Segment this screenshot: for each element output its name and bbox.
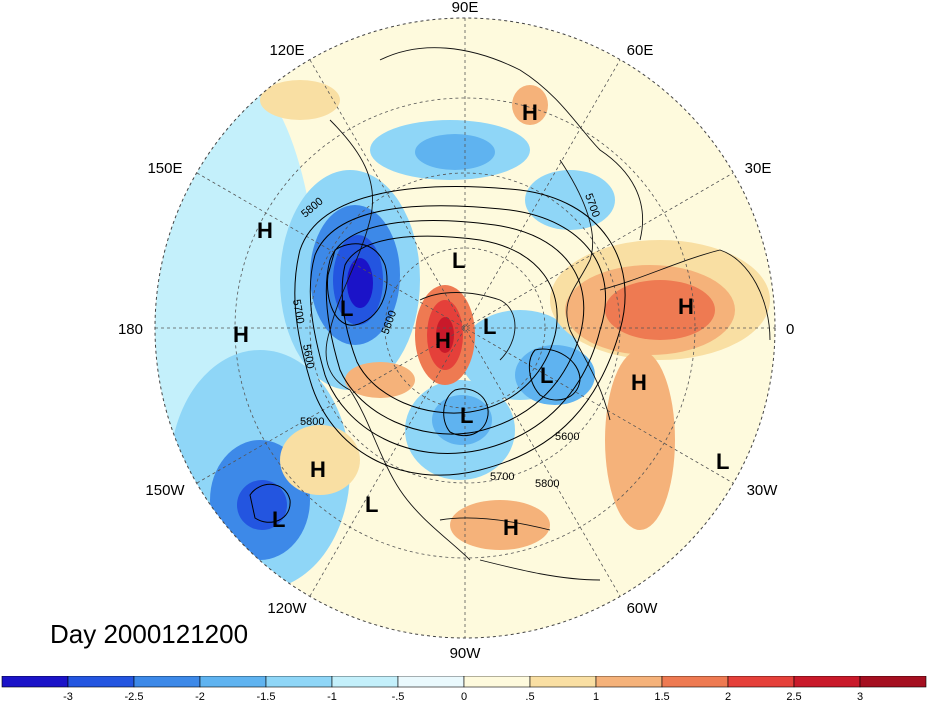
low-pressure-center: L xyxy=(483,314,496,339)
high-pressure-center: H xyxy=(631,370,647,395)
colorbar-box xyxy=(793,676,861,688)
contour-label: 5600 xyxy=(300,343,316,369)
contour-label: 5700 xyxy=(490,471,514,483)
low-pressure-center: L xyxy=(340,296,353,321)
colorbar-tick-label: 1.5 xyxy=(654,691,669,702)
high-pressure-center: H xyxy=(503,515,519,540)
colorbar-tick-label: -1 xyxy=(327,691,337,702)
colorbar-box xyxy=(595,676,663,688)
contour-label: 5800 xyxy=(535,478,559,490)
low-pressure-center: L xyxy=(272,507,285,532)
colorbar-box xyxy=(661,676,729,688)
high-pressure-center: H xyxy=(257,218,273,243)
contour-label: 5800 xyxy=(300,416,324,428)
height-contours xyxy=(249,186,626,523)
contour-label: 5700 xyxy=(290,298,306,324)
lon-label-150e: 150E xyxy=(147,160,182,177)
low-pressure-center: L xyxy=(365,492,378,517)
map-boundary xyxy=(154,17,776,639)
lon-label-180: 180 xyxy=(118,321,143,338)
lon-label-90e: 90E xyxy=(452,0,479,16)
low-pressure-center: L xyxy=(716,449,729,474)
high-pressure-center: H xyxy=(678,294,694,319)
colorbar-box xyxy=(199,676,267,688)
colorbar-tick-label: 1 xyxy=(593,691,599,702)
colorbar-tick-label: -1.5 xyxy=(257,691,276,702)
lon-label-30w: 30W xyxy=(747,482,779,499)
low-pressure-center: L xyxy=(452,248,465,273)
lon-label-120e: 120E xyxy=(269,42,304,59)
colorbar-box xyxy=(859,676,927,688)
pressure-centers: H H H L L H L L L H L L H H H L xyxy=(233,100,729,540)
colorbar-tick-label: 3 xyxy=(857,691,863,702)
day-label: Day 2000121200 xyxy=(50,619,249,649)
high-pressure-center: H xyxy=(233,322,249,347)
low-pressure-center: L xyxy=(460,403,473,428)
lon-label-120w: 120W xyxy=(267,600,307,617)
colorbar-box xyxy=(67,676,135,688)
colorbar-tick-label: 2 xyxy=(725,691,731,702)
low-pressure-center: L xyxy=(540,363,553,388)
contour-labels: 5800 5700 5600 5700 5600 5800 5600 5700 … xyxy=(290,192,602,490)
lon-label-90w: 90W xyxy=(450,645,482,662)
lon-label-60w: 60W xyxy=(627,600,659,617)
high-pressure-center: H xyxy=(435,328,451,353)
colorbar-ticks: -3 -2.5 -2 -1.5 -1 -.5 0 .5 1 1.5 2 2.5 3 xyxy=(63,691,863,702)
colorbar-tick-label: -2 xyxy=(195,691,205,702)
lon-label-150w: 150W xyxy=(145,482,185,499)
colorbar-box xyxy=(265,676,333,688)
longitude-labels: 90E 60E 30E 0 30W 60W 90W 120W 150W 180 … xyxy=(118,0,794,662)
lon-label-30e: 30E xyxy=(745,160,772,177)
polar-stereographic-map: 5800 5700 5600 5700 5600 5800 5600 5700 … xyxy=(118,0,794,662)
colorbar-box xyxy=(1,676,69,688)
colorbar-boxes xyxy=(1,676,927,688)
colorbar-box xyxy=(397,676,465,688)
lon-label-60e: 60E xyxy=(627,42,654,59)
coastlines xyxy=(325,47,771,581)
colorbar-box xyxy=(331,676,399,688)
lon-label-0: 0 xyxy=(786,321,794,338)
colorbar-box xyxy=(529,676,597,688)
high-pressure-center: H xyxy=(522,100,538,125)
colorbar-tick-label: -3 xyxy=(63,691,73,702)
colorbar-tick-label: .5 xyxy=(525,691,534,702)
high-pressure-center: H xyxy=(310,457,326,482)
contour-label: 5600 xyxy=(555,431,579,443)
colorbar-tick-label: -2.5 xyxy=(125,691,144,702)
colorbar-tick-label: -.5 xyxy=(392,691,405,702)
colorbar-box xyxy=(727,676,795,688)
colorbar: -3 -2.5 -2 -1.5 -1 -.5 0 .5 1 1.5 2 2.5 3 xyxy=(1,676,927,702)
colorbar-tick-label: 0 xyxy=(461,691,467,702)
colorbar-tick-label: 2.5 xyxy=(786,691,801,702)
colorbar-box xyxy=(463,676,531,688)
graticule xyxy=(155,18,775,638)
colorbar-box xyxy=(133,676,201,688)
